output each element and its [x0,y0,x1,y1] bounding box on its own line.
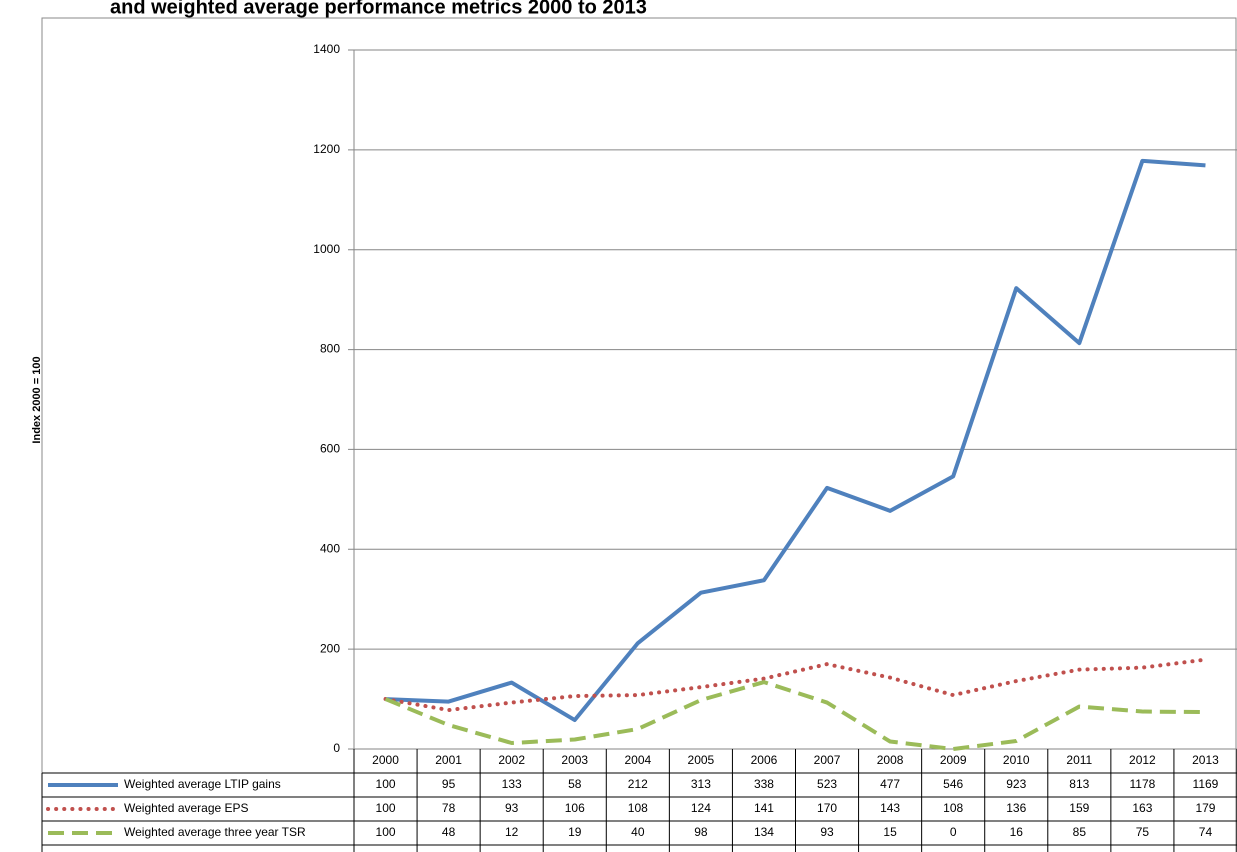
table-value: 813 [1069,777,1089,791]
table-value: 75 [1136,825,1150,839]
table-value: 546 [943,777,963,791]
table-value: 19 [568,825,582,839]
y-axis-label: Index 2000 = 100 [31,356,43,443]
series-line [383,657,1208,713]
y-tick-label: 600 [320,442,340,456]
table-value: 159 [1069,801,1089,815]
table-value: 100 [376,825,396,839]
x-tick-label: 2005 [688,753,715,767]
x-tick-label: 2013 [1192,753,1219,767]
table-value: 100 [376,777,396,791]
y-tick-label: 1200 [313,142,340,156]
table-value: 313 [691,777,711,791]
table-value: 338 [754,777,774,791]
x-tick-label: 2004 [624,753,651,767]
table-value: 141 [754,801,774,815]
table-value: 85 [1073,825,1087,839]
table-value: 40 [631,825,645,839]
table-value: 95 [442,777,456,791]
x-tick-label: 2010 [1003,753,1030,767]
table-value: 923 [1006,777,1026,791]
y-tick-label: 1000 [313,242,340,256]
table-value: 48 [442,825,456,839]
table-value: 163 [1132,801,1152,815]
table-value: 179 [1195,801,1215,815]
y-tick-label: 400 [320,541,340,555]
y-tick-label: 1400 [313,42,340,56]
table-value: 12 [505,825,519,839]
table-value: 74 [1199,825,1213,839]
x-tick-label: 2006 [751,753,778,767]
table-value: 106 [565,801,585,815]
x-tick-label: 2007 [814,753,841,767]
x-tick-label: 2011 [1066,753,1092,767]
x-tick-label: 2000 [372,753,399,767]
y-tick-label: 200 [320,641,340,655]
table-value: 477 [880,777,900,791]
table-value: 212 [628,777,648,791]
legend-label: Weighted average EPS [124,801,249,815]
table-value: 16 [1010,825,1024,839]
table-value: 136 [1006,801,1026,815]
table-value: 124 [691,801,711,815]
x-tick-label: 2001 [435,753,462,767]
x-tick-label: 2012 [1129,753,1156,767]
x-tick-label: 2009 [940,753,967,767]
table-value: 93 [820,825,834,839]
legend-label: Weighted average three year TSR [124,825,306,839]
x-tick-label: 2003 [561,753,588,767]
table-value: 108 [943,801,963,815]
x-tick-label: 2002 [498,753,525,767]
table-value: 98 [694,825,708,839]
y-tick-label: 800 [320,342,340,356]
series-line [384,680,1206,751]
table-value: 523 [817,777,837,791]
table-value: 133 [502,777,522,791]
y-tick-label: 0 [333,741,340,755]
table-value: 1169 [1193,777,1219,791]
table-value: 143 [880,801,900,815]
table-value: 1178 [1129,777,1155,791]
table-value: 0 [950,825,957,839]
table-value: 100 [376,801,396,815]
table-value: 93 [505,801,519,815]
table-value: 78 [442,801,456,815]
table-value: 134 [754,825,774,839]
chart-title: and weighted average performance metrics… [110,0,647,18]
series-line [385,158,1206,723]
table-value: 170 [817,801,837,815]
chart-frame [41,17,1237,852]
table-value: 58 [568,777,582,791]
table-value: 15 [883,825,897,839]
table-value: 108 [628,801,648,815]
x-tick-label: 2008 [877,753,904,767]
legend-label: Weighted average LTIP gains [124,777,281,791]
